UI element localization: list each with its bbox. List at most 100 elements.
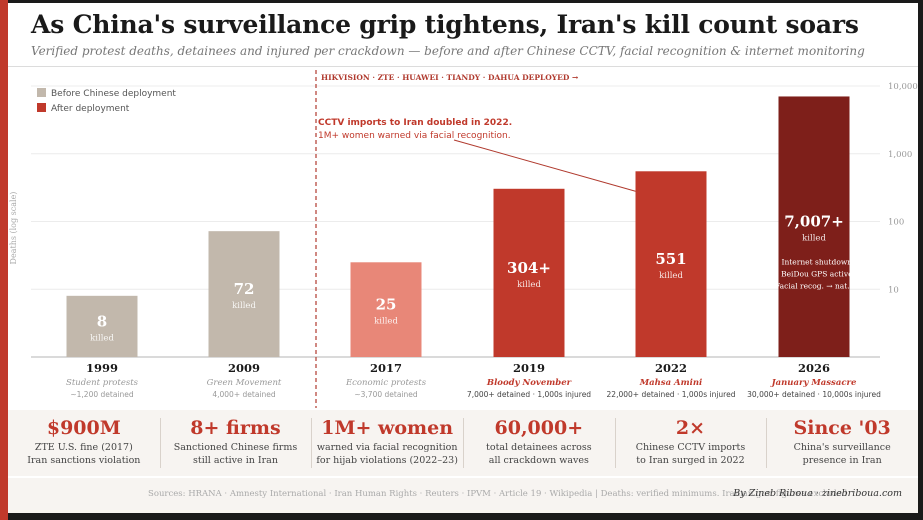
stat-line-1: Chinese CCTV imports bbox=[635, 442, 746, 453]
stat-value: $900M bbox=[46, 417, 121, 439]
x-tick-year: 2026 bbox=[798, 361, 830, 375]
footer: Sources: HRANA · Amnesty International ·… bbox=[8, 478, 918, 513]
legend-label: After deployment bbox=[51, 104, 130, 114]
stat-value: 8+ firms bbox=[190, 417, 281, 439]
bar-unit-label: killed bbox=[232, 301, 256, 311]
stat-value: 60,000+ bbox=[494, 417, 584, 439]
stat-description: China's surveillance presence in Iran bbox=[766, 441, 918, 467]
x-tick-event: Bloody November bbox=[486, 378, 572, 388]
stat-description: Chinese CCTV imports to Iran surged in 20… bbox=[615, 441, 767, 467]
stat-separator bbox=[311, 418, 313, 468]
bar-chart: 10 100 1,000 10,000 Deaths (log scale) Before… bbox=[9, 70, 918, 408]
x-tick-year: 1999 bbox=[86, 361, 118, 375]
legend-label: Before Chinese deployment bbox=[51, 89, 176, 99]
x-tick-detail: 4,000+ detained bbox=[212, 390, 276, 399]
bottom-rule bbox=[8, 513, 923, 520]
x-tick-year: 2009 bbox=[228, 361, 260, 375]
x-tick-detail: 7,000+ detained · 1,000s injured bbox=[467, 390, 591, 399]
stat-item: Since '03 China's surveillance presence in… bbox=[766, 410, 918, 476]
x-tick-year: 2022 bbox=[655, 361, 687, 375]
bar-2019 bbox=[493, 188, 565, 357]
y-tick-label: 10 bbox=[888, 285, 899, 295]
bar-note-line: Internet shutdown. bbox=[782, 257, 855, 266]
x-tick-detail: ~1,200 detained bbox=[70, 390, 134, 399]
bar-value-label: 551 bbox=[655, 250, 686, 268]
stat-line-1: warned via facial recognition bbox=[316, 442, 458, 453]
deployment-marker-label: HIKVISION · ZTE · HUAWEI · TIANDY · DAHU… bbox=[321, 73, 578, 82]
annotation-leader-line bbox=[453, 139, 636, 192]
header-divider bbox=[8, 66, 918, 67]
x-tick-event: Mahsa Amini bbox=[639, 378, 703, 388]
right-edge bbox=[918, 0, 923, 520]
bar-unit-label: killed bbox=[90, 333, 114, 343]
stat-line-2: presence in Iran bbox=[802, 455, 882, 466]
stat-item: 1M+ women warned via facial recognition fo… bbox=[311, 410, 463, 476]
stat-line-2: all crackdown waves bbox=[488, 455, 589, 466]
y-axis-label: Deaths (log scale) bbox=[9, 192, 18, 265]
bar-2009 bbox=[208, 231, 280, 357]
stat-separator bbox=[766, 418, 768, 468]
stat-item: 8+ firms Sanctioned Chinese firms still ac… bbox=[160, 410, 312, 476]
stat-value: Since '03 bbox=[793, 417, 891, 439]
stat-description: total detainees across all crackdown wave… bbox=[463, 441, 615, 467]
stat-item: 2× Chinese CCTV imports to Iran surged in … bbox=[615, 410, 767, 476]
x-tick-event: January Massacre bbox=[770, 378, 857, 388]
x-tick-detail: ~3,700 detained bbox=[354, 390, 418, 399]
stat-line-1: Sanctioned Chinese firms bbox=[173, 442, 298, 453]
stat-separator bbox=[463, 418, 464, 468]
legend-swatch bbox=[37, 88, 46, 97]
stat-line-2: to Iran surged in 2022 bbox=[636, 455, 745, 466]
sources-note: Sources: HRANA · Amnesty International ·… bbox=[148, 489, 850, 499]
bar-value-label: 304+ bbox=[507, 259, 551, 277]
bar-value-label: 8 bbox=[97, 312, 107, 330]
stat-separator bbox=[614, 418, 616, 468]
stat-separator bbox=[159, 418, 161, 468]
bar-1999 bbox=[66, 295, 138, 357]
stat-description: Sanctioned Chinese firms still active in … bbox=[160, 441, 312, 467]
accent-bar bbox=[0, 0, 8, 520]
bar-value-label: 7,007+ bbox=[784, 212, 844, 230]
bar-unit-label: killed bbox=[802, 233, 826, 243]
bar-2026 bbox=[778, 96, 850, 357]
stat-line-2: still active in Iran bbox=[193, 455, 278, 466]
x-tick-event: Student protests bbox=[66, 378, 139, 388]
x-tick-year: 2017 bbox=[370, 361, 402, 375]
x-tick-event: Economic protests bbox=[345, 378, 427, 388]
x-tick-year: 2019 bbox=[513, 361, 545, 375]
stat-description: warned via facial recognition for hijab v… bbox=[311, 441, 463, 467]
bar-2017 bbox=[350, 262, 422, 357]
bar-unit-label: killed bbox=[659, 271, 683, 281]
bar-value-label: 25 bbox=[376, 296, 397, 314]
top-rule bbox=[8, 0, 923, 3]
y-tick-label: 10,000 bbox=[888, 82, 918, 92]
y-tick-label: 100 bbox=[888, 218, 904, 228]
bar-note-line: Facial recog. → nat. ID bbox=[775, 281, 861, 290]
stat-description: ZTE U.S. fine (2017) Iran sanctions viola… bbox=[8, 441, 160, 467]
stat-line-2: for hijab violations (2022–23) bbox=[316, 455, 458, 466]
y-tick-label: 1,000 bbox=[888, 150, 912, 160]
stats-strip: $900M ZTE U.S. fine (2017) Iran sanctions … bbox=[8, 410, 918, 476]
stat-value: 1M+ women bbox=[321, 417, 454, 439]
stat-line-1: ZTE U.S. fine (2017) bbox=[34, 442, 133, 453]
legend-swatch bbox=[37, 103, 46, 112]
annotation-line-1: CCTV imports to Iran doubled in 2022. bbox=[318, 118, 512, 128]
bar-2022 bbox=[635, 171, 707, 357]
stat-line-1: total detainees across bbox=[486, 442, 592, 453]
annotation-line-2: 1M+ women warned via facial recognition. bbox=[318, 131, 511, 141]
bar-value-label: 72 bbox=[234, 280, 255, 298]
x-tick-detail: 22,000+ detained · 1,000s injured bbox=[607, 390, 736, 399]
x-tick-event: Green Movement bbox=[207, 378, 282, 388]
bar-unit-label: killed bbox=[374, 317, 398, 327]
page-title: As China's surveillance grip tightens, I… bbox=[31, 10, 859, 39]
bar-note-line: BeiDou GPS active. bbox=[781, 269, 855, 278]
stat-item: $900M ZTE U.S. fine (2017) Iran sanctions … bbox=[8, 410, 160, 476]
stat-value: 2× bbox=[675, 417, 706, 439]
bar-unit-label: killed bbox=[517, 280, 541, 290]
stat-line-2: Iran sanctions violation bbox=[27, 455, 141, 466]
stat-item: 60,000+ total detainees across all crackdo… bbox=[463, 410, 615, 476]
x-tick-detail: 30,000+ detained · 10,000s injured bbox=[747, 390, 881, 399]
byline: By Zineb Riboua · zinebriboua.com bbox=[733, 488, 902, 499]
stat-line-1: China's surveillance bbox=[793, 442, 891, 453]
page-subtitle: Verified protest deaths, detainees and i… bbox=[31, 44, 865, 58]
